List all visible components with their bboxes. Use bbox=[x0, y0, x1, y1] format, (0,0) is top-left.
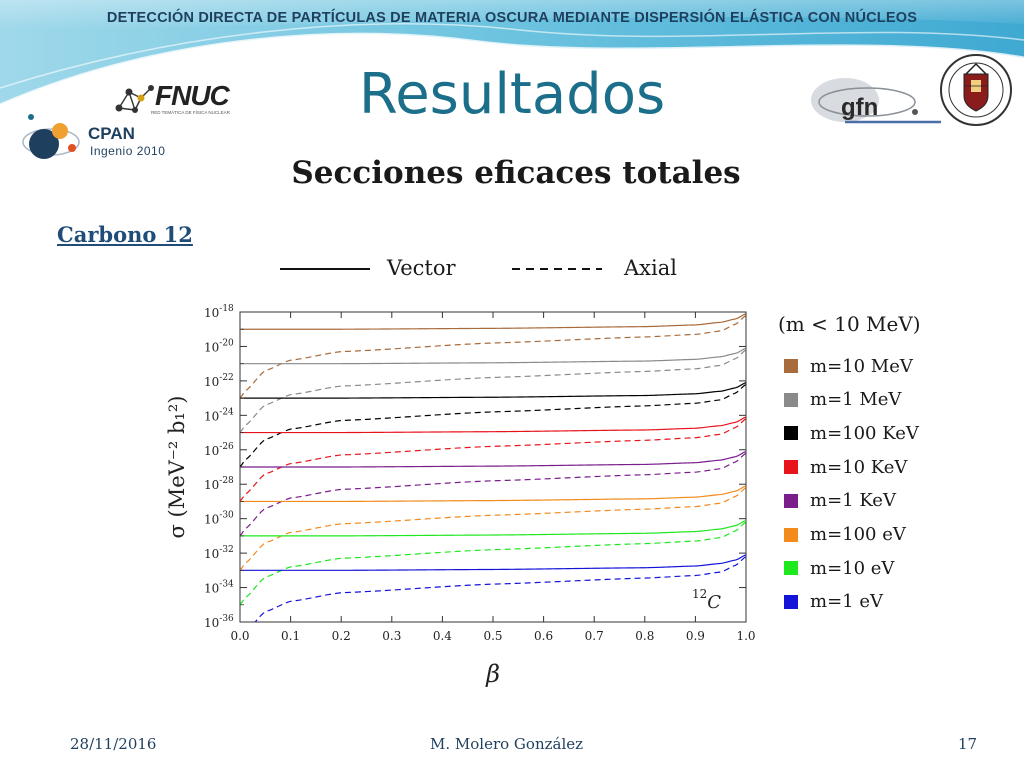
mass-legend-item: m=10 eV bbox=[784, 557, 894, 579]
mass-legend-item: m=100 eV bbox=[784, 524, 906, 546]
gfn-emblem-icon bbox=[811, 78, 941, 124]
y-tick-label: 10-20 bbox=[204, 338, 234, 354]
mass-legend-label: m=1 KeV bbox=[810, 490, 896, 512]
cpan-logo: CPAN Ingenio 2010 bbox=[20, 120, 180, 166]
mass-legend-swatch bbox=[784, 426, 798, 441]
x-tick-label: 0.4 bbox=[433, 629, 452, 643]
vector-curve-m-10-kev bbox=[240, 416, 746, 434]
c12-mass-number: 12 bbox=[692, 587, 707, 601]
y-tick-label: 10-22 bbox=[204, 373, 234, 389]
x-tick-label: 0.0 bbox=[230, 629, 249, 643]
mass-legend-item: m=1 KeV bbox=[784, 490, 896, 512]
mass-range-label: (m < 10 MeV) bbox=[778, 312, 921, 336]
mass-legend-swatch bbox=[784, 594, 798, 609]
fnuc-logo-subtext: RED TEMÁTICA DE FÍSICA NUCLEAR bbox=[151, 110, 230, 115]
cpan-logo-text: CPAN bbox=[88, 124, 135, 143]
vector-curve-m-100-ev bbox=[240, 485, 746, 503]
slide-subtitle: Secciones eficaces totales bbox=[291, 155, 741, 191]
footer-page-number: 17 bbox=[958, 735, 978, 753]
x-tick-label: 0.7 bbox=[585, 629, 604, 643]
vector-legend-label: Vector bbox=[387, 256, 456, 280]
mass-legend-item: m=100 KeV bbox=[784, 422, 919, 444]
x-tick-label: 0.3 bbox=[382, 629, 401, 643]
vector-curve-m-1-mev bbox=[240, 347, 746, 365]
mass-legend-swatch bbox=[784, 460, 798, 475]
c12-annotation: 12C bbox=[692, 587, 721, 613]
vector-curve-m-10-ev bbox=[240, 519, 746, 537]
y-tick-label: 10-30 bbox=[204, 511, 234, 527]
fnuc-logo-text: FNUC bbox=[155, 80, 230, 111]
mass-legend-item: m=1 MeV bbox=[784, 389, 901, 411]
vector-curve-m-1-ev bbox=[240, 554, 746, 571]
mass-legend-label: m=10 MeV bbox=[810, 355, 913, 377]
y-tick-label: 10-36 bbox=[204, 614, 234, 630]
x-axis-label: β bbox=[485, 660, 500, 688]
mass-legend-swatch bbox=[784, 359, 798, 373]
cpan-orbit-icon bbox=[22, 123, 80, 159]
x-tick-label: 0.5 bbox=[483, 629, 502, 643]
axial-line-sample bbox=[512, 268, 602, 270]
mass-legend-item: m=1 eV bbox=[784, 591, 883, 613]
cross-section-chart: 0.0 0.1 0.2 0.3 0.4 0.5 0.6 0.7 0.8 0.9 1.0 10-18 10… bbox=[165, 304, 756, 688]
y-tick-label: 10-24 bbox=[204, 407, 234, 423]
mass-legend-swatch bbox=[784, 527, 798, 542]
mass-legend-label: m=1 MeV bbox=[810, 389, 902, 411]
gfn-logo: gfn bbox=[805, 72, 945, 132]
vector-curve-m-10-mev bbox=[240, 313, 746, 330]
mass-legend-swatch bbox=[784, 561, 798, 576]
y-tick-label: 10-32 bbox=[204, 545, 234, 561]
university-seal-icon bbox=[940, 54, 1012, 126]
mass-legend-label: m=10 KeV bbox=[810, 456, 908, 478]
y-tick-label: 10-18 bbox=[204, 304, 234, 320]
x-tick-label: 0.8 bbox=[635, 629, 654, 643]
bullet-dot bbox=[28, 114, 34, 120]
ticks-group: 0.0 0.1 0.2 0.3 0.4 0.5 0.6 0.7 0.8 0.9 1.0 10-18 10… bbox=[204, 304, 756, 643]
mass-legend-item: m=10 MeV bbox=[784, 355, 913, 377]
mass-legend-swatch bbox=[784, 493, 798, 508]
slide-title: Resultados bbox=[358, 62, 666, 127]
y-tick-label: 10-28 bbox=[204, 476, 234, 492]
vector-curve-m-100-kev bbox=[240, 382, 746, 399]
fnuc-logo: FNUC RED TEMÁTICA DE FÍSICA NUCLEAR bbox=[115, 80, 250, 120]
axial-legend-label: Axial bbox=[624, 256, 677, 280]
gfn-logo-text: gfn bbox=[841, 94, 879, 121]
y-tick-label: 10-34 bbox=[204, 580, 234, 596]
header-wave-band bbox=[0, 0, 1024, 107]
mass-legend-label: m=1 eV bbox=[810, 591, 883, 613]
vector-curve-m-1-kev bbox=[240, 450, 746, 468]
presentation-title: DETECCIÓN DIRECTA DE PARTÍCULAS DE MATER… bbox=[106, 10, 918, 26]
section-label: Carbono 12 bbox=[57, 222, 193, 247]
vector-line-sample bbox=[280, 268, 370, 270]
footer-date: 28/11/2016 bbox=[70, 735, 157, 753]
cpan-logo-subtext: Ingenio 2010 bbox=[90, 144, 166, 158]
curves-group bbox=[240, 313, 746, 622]
x-tick-label: 0.6 bbox=[534, 629, 553, 643]
mass-legend-label: m=100 eV bbox=[810, 524, 906, 545]
mass-legend-swatch bbox=[784, 392, 798, 407]
x-tick-label: 0.2 bbox=[332, 629, 351, 643]
mass-legend-label: m=10 eV bbox=[810, 557, 895, 579]
c12-element-symbol: C bbox=[707, 592, 721, 613]
mass-legend-item: m=10 KeV bbox=[784, 456, 907, 478]
x-tick-label: 0.9 bbox=[686, 629, 705, 643]
y-axis-label: σ (MeV⁻² b₁²) bbox=[165, 396, 189, 539]
mass-legend-label: m=100 KeV bbox=[810, 422, 919, 444]
footer-author: M. Molero González bbox=[430, 735, 584, 753]
fnuc-network-icon bbox=[115, 85, 154, 113]
x-tick-label: 0.1 bbox=[281, 629, 300, 643]
y-tick-label: 10-26 bbox=[204, 442, 234, 458]
x-tick-label: 1.0 bbox=[736, 629, 755, 643]
